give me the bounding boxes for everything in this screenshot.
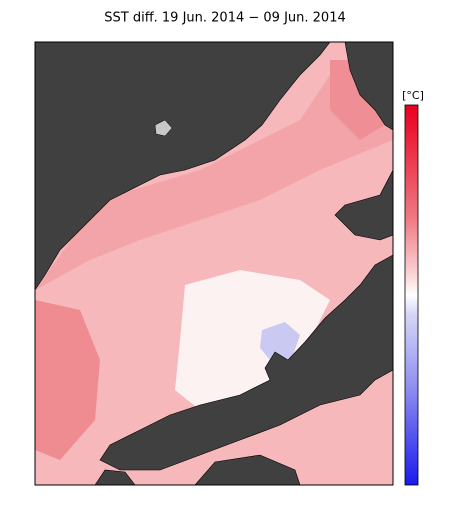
title: SST diff. 19 Jun. 2014 − 09 Jun. 2014	[104, 11, 346, 26]
island	[154, 119, 173, 137]
sea-cool	[260, 322, 300, 362]
sea-warm	[35, 300, 100, 460]
sea-neutral	[175, 270, 330, 410]
map	[35, 42, 393, 485]
map-frame	[34, 41, 394, 486]
land	[334, 169, 393, 241]
land	[94, 469, 136, 485]
land	[344, 42, 393, 131]
land	[35, 42, 331, 291]
colorbar-unit: [°C]	[402, 89, 424, 102]
sea-warm	[35, 60, 393, 290]
colorbar	[404, 104, 419, 486]
land	[194, 454, 301, 485]
land	[99, 254, 393, 471]
